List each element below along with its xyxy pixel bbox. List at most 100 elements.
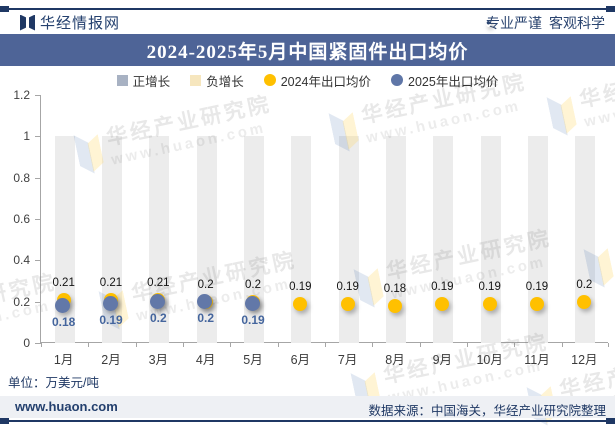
bar [102,136,122,343]
bottom-right-accent [606,418,615,424]
value-label-2024: 0.2 [197,278,214,291]
x-tick [135,343,137,347]
x-tick [467,343,468,347]
dot-2024 [482,296,497,311]
huajing-logo-icon [20,14,35,31]
legend-square-icon [116,74,128,86]
x-tick-label: 11月 [524,353,550,367]
dot-2024 [388,298,402,313]
bar [149,136,170,343]
slogan-left: 专业严谨 [486,15,542,31]
dot-2024 [577,294,592,309]
y-tick-label: 0.8 [13,170,30,185]
x-tick [41,343,42,347]
brand-name: 华经情报网 [40,15,121,32]
top-border-line [0,8,615,10]
data-source: 数据来源：中国海关，华经产业研究院整理 [368,404,606,418]
legend-label: 负增长 [206,74,244,89]
unit-note: 单位：万美元/吨 [8,376,99,390]
dot-2024 [340,296,355,311]
x-tick [88,343,90,347]
x-tick [608,343,609,347]
dot-2024 [530,296,544,311]
value-label-2025: 0.2 [197,310,214,325]
y-tick [35,301,41,303]
legend-circle-icon [263,74,276,86]
legend-item-0[interactable]: 正增长 [116,71,171,90]
legend-label: 2025年出口均价 [408,74,499,89]
y-tick-label: 1 [23,129,30,144]
slogan-right: 客观科学 [549,15,605,31]
x-tick-label: 2月 [101,353,121,367]
dot-2025 [197,294,213,310]
bar [196,136,217,343]
value-label-2024: 0.21 [52,276,75,289]
x-tick [277,343,279,347]
dot-2024 [435,296,450,311]
x-tick [183,343,184,347]
legend-item-2[interactable]: 2024年出口均价 [263,71,372,90]
bar [433,136,454,343]
x-tick-label: 12月 [571,353,598,367]
x-tick-label: 6月 [290,353,311,367]
legend-item-3[interactable]: 2025年出口均价 [391,71,498,90]
value-label-2024: 0.19 [289,280,312,293]
footer: www.huaon.com 数据来源：中国海关，华经产业研究院整理 [0,396,615,418]
value-label-2024: 0.21 [99,276,123,289]
y-tick-label: 1.2 [13,88,30,102]
x-tick [561,343,563,347]
y-tick-label: 0.6 [13,212,30,226]
brand: 华经情报网 [20,12,120,33]
y-tick [35,219,41,220]
site-url: www.huaon.com [15,399,118,414]
value-label-2025: 0.19 [241,312,265,327]
value-label-2024: 0.18 [383,282,407,295]
value-label-2024: 0.19 [431,280,454,293]
x-tick-label: 10月 [476,353,503,367]
legend-label: 正增长 [132,74,171,89]
bar [480,136,501,343]
x-axis: 1月 2月 3月 4月 5月 6月 7月 8月 9月 10月 11月 12月 [40,349,608,367]
dot-2025 [149,294,165,310]
y-tick [35,95,41,96]
bullet-icon: ● [486,18,491,27]
y-tick-label: 0.2 [13,294,30,309]
header: 华经情报网 专业严谨 ● 客观科学 [0,12,615,34]
dot-2025 [102,296,118,312]
x-tick-label: 1月 [53,353,74,367]
x-tick-label: 4月 [195,353,216,367]
value-label-2024: 0.19 [525,280,549,293]
bar [244,136,264,343]
bar [338,136,359,343]
x-tick-label: 9月 [432,353,453,367]
dot-2025 [55,298,71,314]
value-label-2025: 0.18 [51,314,76,329]
legend-label: 2024年出口均价 [280,74,372,89]
value-label-2024: 0.2 [576,278,593,291]
bottom-border-line [0,420,615,422]
x-tick [230,343,232,347]
bar [54,136,75,343]
legend-item-1[interactable]: 负增长 [190,71,244,90]
y-tick [35,177,41,179]
value-label-2025: 0.2 [149,310,167,325]
value-label-2025: 0.19 [99,312,123,327]
bar [386,136,406,343]
x-tick-label: 8月 [385,353,405,367]
x-tick-label: 7月 [337,353,358,367]
dot-layer: 0.21 0.18 0.21 0.19 0.21 0.2 0.2 0.2 0.2 0.19 0.19… [40,95,608,343]
y-tick [35,343,41,344]
y-tick [35,136,41,138]
y-tick-label: 0.4 [13,253,30,268]
y-tick [35,260,41,262]
top-right-accent [606,6,615,12]
bar [528,136,548,343]
legend-square-icon [190,74,202,86]
value-label-2024: 0.19 [478,280,501,293]
bar [575,136,596,343]
slogan: 专业严谨 ● 客观科学 [486,13,605,33]
value-label-2024: 0.2 [245,278,261,291]
x-tick [419,343,421,347]
bar [291,136,312,343]
